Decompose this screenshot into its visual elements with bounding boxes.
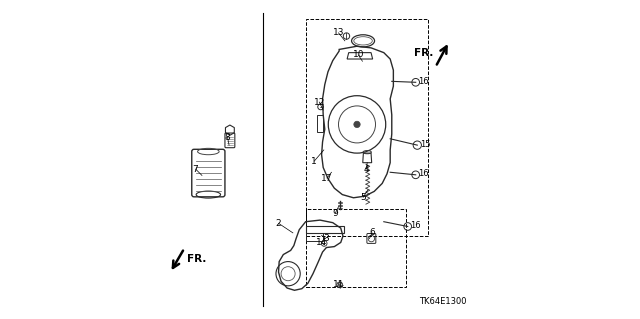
Circle shape xyxy=(354,121,360,128)
Text: FR.: FR. xyxy=(187,254,206,264)
Text: FR.: FR. xyxy=(414,48,433,58)
Text: 13: 13 xyxy=(333,28,344,37)
Text: TK64E1300: TK64E1300 xyxy=(419,297,467,306)
Text: 16: 16 xyxy=(410,221,421,230)
Text: 15: 15 xyxy=(420,140,430,149)
Text: 4: 4 xyxy=(364,165,369,174)
Text: 12: 12 xyxy=(314,98,325,107)
Text: 14: 14 xyxy=(316,238,328,247)
Text: 16: 16 xyxy=(419,77,429,86)
Text: 1: 1 xyxy=(312,157,317,166)
Text: 7: 7 xyxy=(193,165,198,174)
Text: 5: 5 xyxy=(360,193,366,202)
Bar xyxy=(306,19,428,236)
Text: 3: 3 xyxy=(323,234,328,243)
Text: 6: 6 xyxy=(369,228,375,237)
Bar xyxy=(306,209,406,287)
Text: 11: 11 xyxy=(333,280,344,289)
Text: 16: 16 xyxy=(419,169,429,178)
Text: 17: 17 xyxy=(321,174,333,182)
Text: 10: 10 xyxy=(353,50,364,59)
Text: 8: 8 xyxy=(225,133,230,142)
Text: 2: 2 xyxy=(276,219,282,228)
Text: 9: 9 xyxy=(332,209,338,218)
